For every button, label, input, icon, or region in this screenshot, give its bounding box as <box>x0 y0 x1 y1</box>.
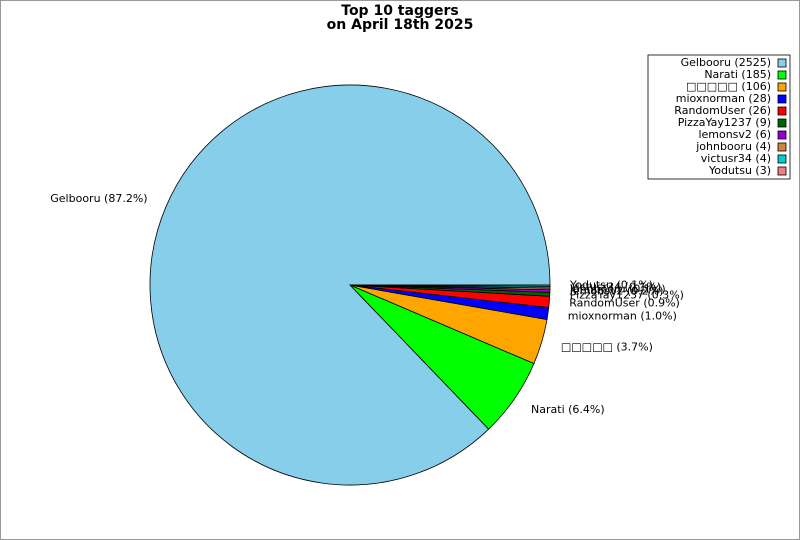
slice-label: Yodutsu (0.1%) <box>569 279 653 292</box>
legend-label: RandomUser (26) <box>674 104 771 117</box>
legend-swatch <box>777 118 787 128</box>
slice-label: victusr34 (0.1%) <box>570 280 661 293</box>
legend-label: victusr34 (4) <box>701 152 771 165</box>
legend-label: johnbooru (4) <box>695 140 771 153</box>
legend-label: □□□□□ (106) <box>686 80 771 93</box>
slice-label: lemonsv2 (0.2%) <box>570 285 664 298</box>
legend-box <box>647 54 791 180</box>
slice-label: Narati (6.4%) <box>531 403 605 416</box>
chart-subtitle: on April 18th 2025 <box>327 17 474 33</box>
pie-slice <box>149 84 551 486</box>
legend-label: Gelbooru (2525) <box>681 56 771 69</box>
pie-slice <box>349 284 551 287</box>
legend-swatch <box>777 82 787 92</box>
slice-label: PizzaYay1237 (0.3%) <box>570 288 684 301</box>
slice-label: mioxnorman (1.0%) <box>568 309 677 322</box>
slice-label: Gelbooru (87.2%) <box>50 192 147 205</box>
legend-label: lemonsv2 (6) <box>698 128 771 141</box>
legend-swatch <box>777 94 787 104</box>
legend-label: PizzaYay1237 (9) <box>678 116 771 129</box>
legend-swatch <box>777 70 787 80</box>
chart-title: Top 10 taggers <box>341 3 458 19</box>
legend-label: mioxnorman (28) <box>676 92 771 105</box>
legend-swatch <box>777 106 787 116</box>
legend-swatch <box>777 58 787 68</box>
slice-label: johnbooru (0.1%) <box>569 282 666 295</box>
legend-swatch <box>777 154 787 164</box>
legend-swatch <box>777 166 787 176</box>
legend-label: Narati (185) <box>704 68 771 81</box>
slice-label: □□□□□ (3.7%) <box>561 341 653 354</box>
legend-swatch <box>777 130 787 140</box>
legend-label: Yodutsu (3) <box>708 164 771 177</box>
slice-label: RandomUser (0.9%) <box>569 297 680 310</box>
legend-swatch <box>777 142 787 152</box>
